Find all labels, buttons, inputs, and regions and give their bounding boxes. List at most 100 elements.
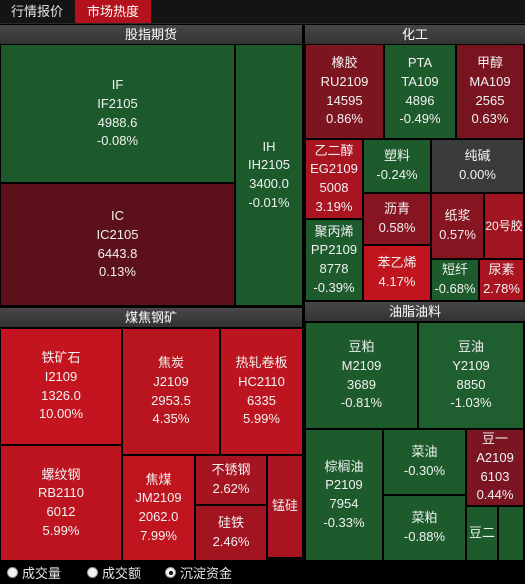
change-percent: 0.58% [378, 220, 416, 235]
heat-cell-ferrosilicon[interactable]: 硅铁 2.46% [196, 506, 266, 560]
heat-cell-stainless-steel[interactable]: 不锈钢 2.62% [196, 456, 266, 504]
heat-cell-soybean-no1[interactable]: 豆一 A2109 6103 0.44% [467, 430, 523, 505]
contract-name: 豆一 [481, 431, 508, 447]
heat-cell-pta[interactable]: PTA TA109 4896 -0.49% [385, 45, 455, 138]
contract-name: 甲醇 [476, 55, 503, 71]
heat-cell-plastic[interactable]: 塑料 -0.24% [364, 140, 430, 192]
heat-cell-methanol[interactable]: 甲醇 MA109 2565 0.63% [457, 45, 523, 138]
contract-name: 菜油 [411, 444, 438, 460]
contract-name: 豆油 [457, 339, 484, 355]
heat-cell-coke[interactable]: 焦炭 J2109 2953.5 4.35% [123, 329, 219, 454]
heat-cell-pulp[interactable]: 纸浆 0.57% [432, 194, 483, 258]
cell-text: 豆油 Y2109 8850 -1.03% [450, 338, 491, 413]
heat-cell-soybean-meal[interactable]: 豆粕 M2109 3689 -0.81% [306, 323, 417, 428]
last-price: 14595 [326, 92, 363, 108]
change-percent: 5.99% [243, 411, 280, 427]
section-header-stock-index: 股指期货 [0, 25, 302, 44]
contract-name: 豆二 [468, 525, 495, 541]
change-percent: 0.13% [99, 264, 136, 280]
contract-name: 聚丙烯 [314, 223, 354, 239]
last-price: 4988.6 [97, 114, 138, 130]
change-percent: 7.99% [140, 527, 177, 543]
section-header-coal-steel-ore: 煤焦钢矿 [0, 308, 302, 327]
cell-text: 甲醇 MA109 2565 0.63% [469, 54, 510, 129]
contract-name: 沥青 [383, 201, 410, 217]
radio-volume[interactable]: 成交量 [7, 561, 61, 584]
last-price: 8850 [456, 376, 486, 392]
contract-code: I2109 [44, 368, 78, 384]
radio-volume-indicator[interactable] [7, 567, 18, 578]
heat-cell-rubber[interactable]: 橡胶 RU2109 14595 0.86% [306, 45, 383, 138]
change-percent: 4.17% [378, 274, 416, 289]
change-percent: 5.99% [42, 522, 80, 538]
change-percent: 0.57% [439, 227, 476, 242]
change-percent: -0.08% [96, 133, 139, 149]
heat-cell-rapeseed-oil[interactable]: 菜油 -0.30% [384, 430, 465, 494]
radio-turnover-indicator[interactable] [87, 567, 98, 578]
change-percent: 4.35% [152, 411, 190, 427]
heat-cell-urea[interactable]: 尿素 2.78% [480, 260, 523, 300]
cell-text: IC IC2105 6443.8 0.13% [97, 207, 139, 282]
heat-cell-nr20[interactable]: 20号胶 [485, 194, 523, 258]
metric-selector: 成交量 成交额 沉淀资金 [0, 561, 525, 584]
contract-name: IC [110, 208, 124, 224]
heat-cell-palm-oil[interactable]: 棕榈油 P2109 7954 -0.33% [306, 430, 382, 560]
radio-turnover[interactable]: 成交额 [87, 561, 141, 584]
heat-cell-polypropylene[interactable]: 聚丙烯 PP2109 8778 -0.39% [306, 220, 362, 300]
heat-cell-rapeseed-meal[interactable]: 菜粕 -0.88% [384, 496, 465, 560]
last-price: 6443.8 [97, 245, 138, 261]
heat-cell-coking-coal[interactable]: 焦煤 JM2109 2062.0 7.99% [123, 456, 194, 560]
radio-turnover-label: 成交额 [102, 566, 142, 581]
heat-cell-ih[interactable]: IH IH2105 3400.0 -0.01% [236, 45, 302, 305]
last-price: 1326.0 [41, 387, 81, 403]
heat-cell-iron-ore[interactable]: 铁矿石 I2109 1326.0 10.00% [1, 329, 121, 444]
contract-name: 乙二醇 [314, 142, 354, 158]
heat-cell-rebar[interactable]: 螺纹钢 RB2110 6012 5.99% [1, 446, 121, 560]
tab-market-heat[interactable]: 市场热度 [75, 0, 151, 23]
cell-text: 纯碱 0.00% [459, 147, 496, 184]
contract-name: 塑料 [383, 148, 410, 164]
radio-open-interest-capital[interactable]: 沉淀资金 [165, 561, 232, 584]
cell-text: 焦炭 J2109 2953.5 4.35% [151, 354, 191, 429]
change-percent: -0.81% [340, 395, 383, 411]
heat-cell-unlabeled[interactable] [499, 507, 523, 560]
heat-cell-silicomanganese[interactable]: 锰硅 [268, 456, 302, 557]
change-percent: 2.78% [483, 281, 520, 296]
change-percent: -0.88% [403, 529, 446, 544]
contract-code: IF2105 [97, 95, 138, 111]
cell-text: 不锈钢 2.62% [211, 461, 250, 498]
heat-cell-if[interactable]: IF IF2105 4988.6 -0.08% [1, 45, 234, 182]
cell-text: 硅铁 2.46% [213, 514, 250, 551]
heat-cell-soybean-oil[interactable]: 豆油 Y2109 8850 -1.03% [419, 323, 523, 428]
last-price: 3400.0 [249, 176, 289, 191]
contract-code: RB2110 [37, 485, 84, 501]
heat-cell-hot-rolled-coil[interactable]: 热轧卷板 HC2110 6335 5.99% [221, 329, 302, 454]
heat-cell-soybean-no2[interactable]: 豆二 [467, 507, 497, 560]
contract-name: PTA [407, 55, 433, 71]
cell-text: 焦煤 JM2109 2062.0 7.99% [135, 471, 181, 546]
change-percent: -0.01% [248, 194, 290, 210]
tab-quotes[interactable]: 行情报价 [10, 4, 63, 19]
change-percent: -0.39% [313, 279, 355, 295]
contract-name: 焦炭 [157, 355, 184, 371]
heat-cell-styrene[interactable]: 苯乙烯 4.17% [364, 246, 430, 300]
cell-text: IH IH2105 3400.0 -0.01% [248, 138, 290, 213]
radio-open-interest-capital-indicator[interactable] [165, 567, 176, 578]
cell-text: 棕榈油 P2109 7954 -0.33% [323, 458, 364, 533]
contract-name: 铁矿石 [41, 350, 81, 366]
heat-cell-soda-ash[interactable]: 纯碱 0.00% [432, 140, 523, 192]
heat-cell-ic[interactable]: IC IC2105 6443.8 0.13% [1, 184, 234, 305]
contract-name: 硅铁 [217, 515, 244, 531]
contract-name: 豆粕 [348, 339, 375, 355]
contract-name: IF [111, 77, 124, 93]
contract-name: 短纤 [441, 262, 468, 278]
heat-cell-ethylene-glycol[interactable]: 乙二醇 EG2109 5008 3.19% [306, 140, 362, 218]
contract-name: 热轧卷板 [235, 355, 288, 371]
last-price: 6103 [480, 468, 510, 484]
heat-cell-bitumen[interactable]: 沥青 0.58% [364, 194, 430, 244]
section-header-chemicals: 化工 [305, 25, 525, 44]
change-percent: 0.44% [476, 487, 514, 503]
change-percent: -0.68% [434, 281, 476, 296]
heat-cell-staple-fiber[interactable]: 短纤 -0.68% [432, 260, 478, 300]
last-price: 2565 [475, 92, 505, 108]
